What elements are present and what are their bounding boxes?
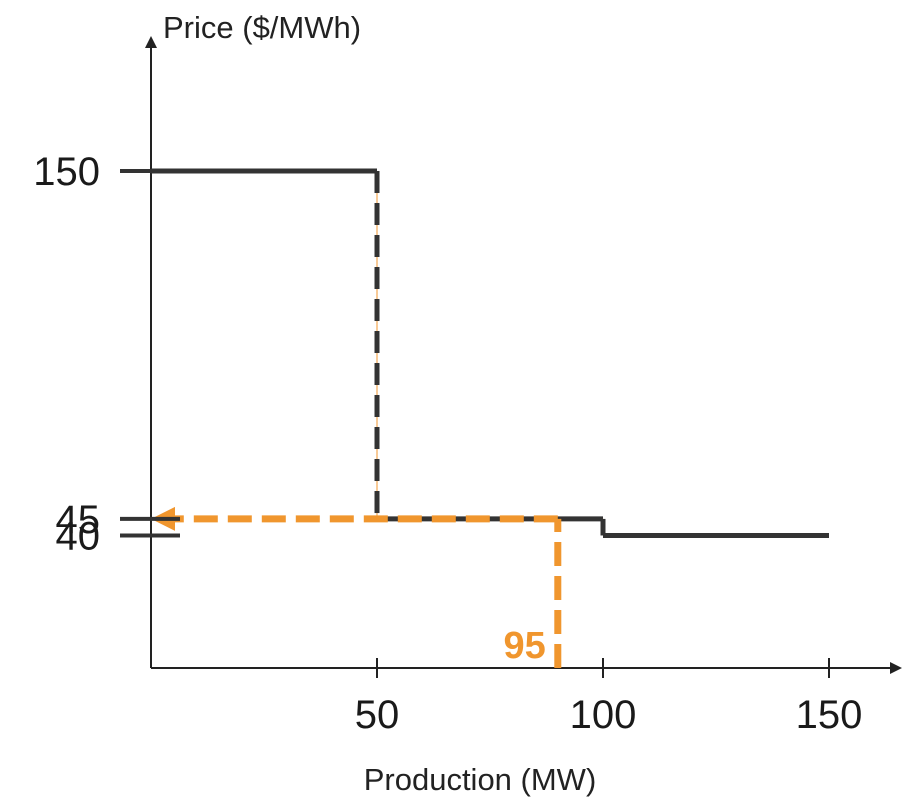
series-group: 95 — [151, 168, 829, 668]
y-tick-label: 40 — [56, 514, 101, 558]
x-axis-label: Production (MW) — [364, 762, 597, 797]
x-tick-label: 150 — [796, 693, 863, 737]
y-axis-label: Price ($/MWh) — [163, 10, 361, 45]
production-annotation: 95 — [504, 625, 546, 667]
y-tick-label: 45 — [56, 498, 101, 542]
x-tick-label: 50 — [355, 693, 400, 737]
x-tick-label: 100 — [570, 693, 637, 737]
y-tick-label: 150 — [33, 150, 100, 194]
axes — [145, 36, 902, 674]
